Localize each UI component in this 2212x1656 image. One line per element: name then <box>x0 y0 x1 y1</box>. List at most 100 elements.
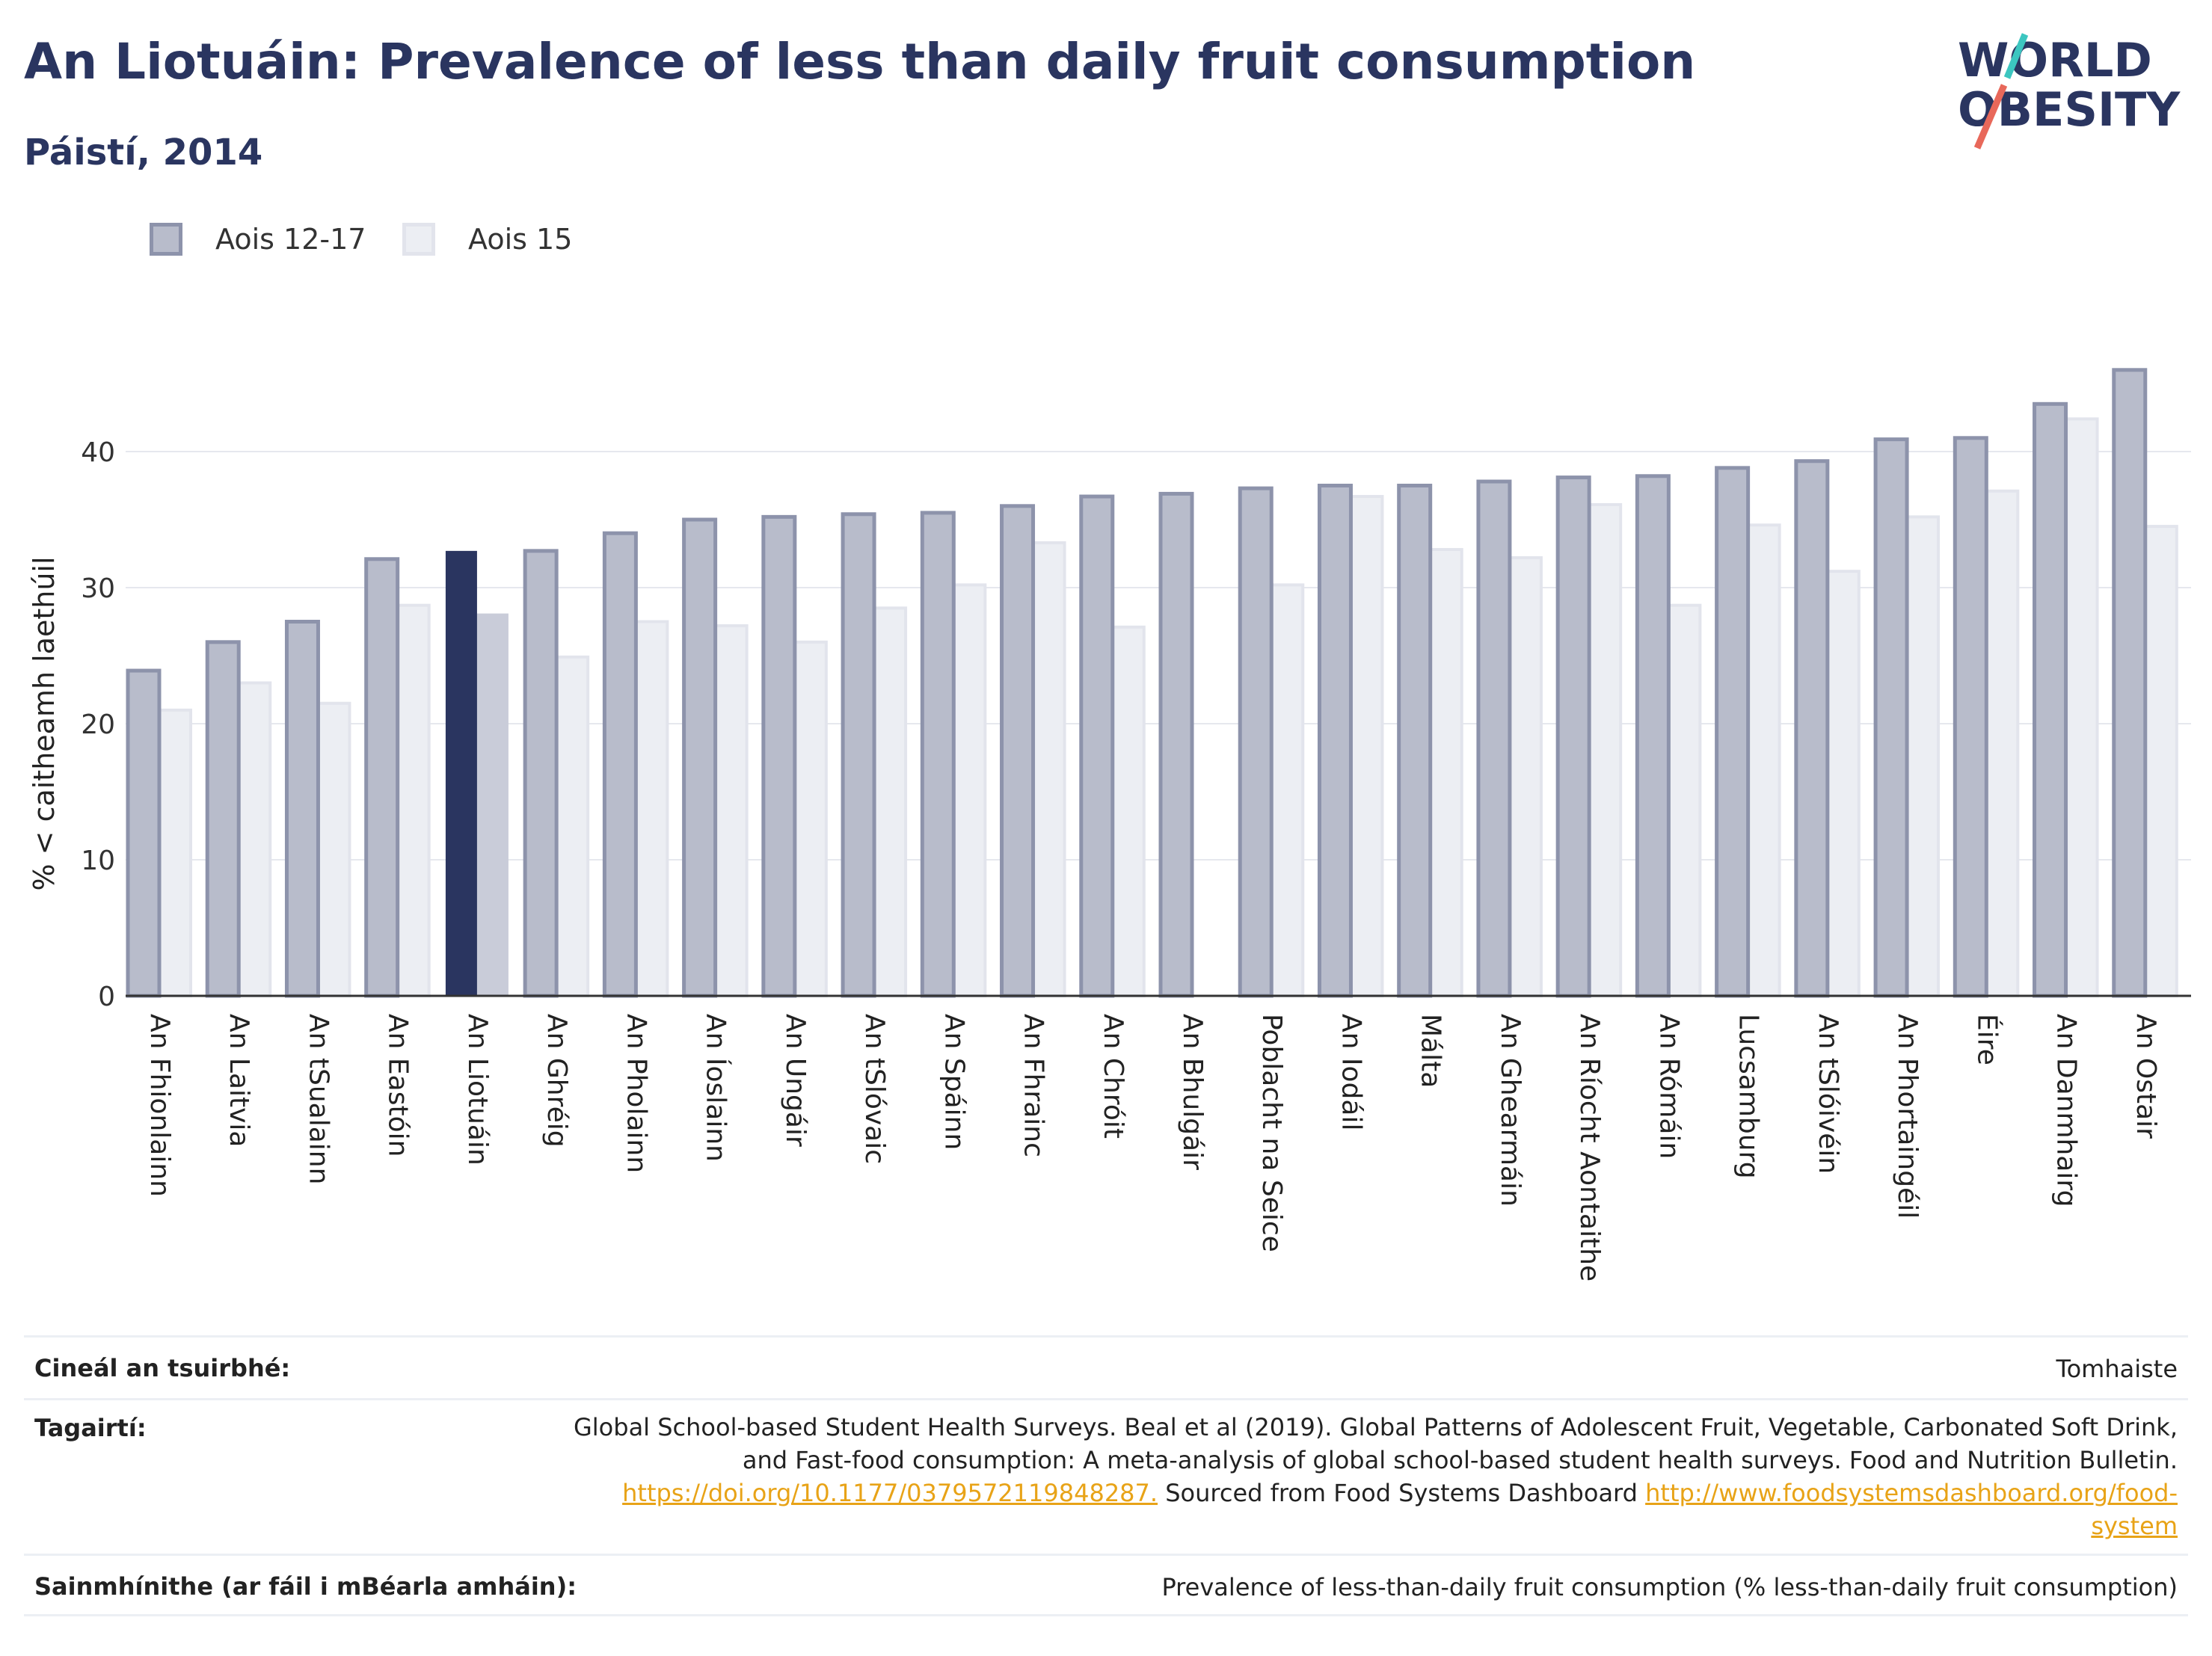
y-tick-label: 30 <box>81 573 115 604</box>
bar-aois-12-17 <box>682 517 718 998</box>
x-tick-label: An Eastóin <box>383 1014 414 1157</box>
bar-aois-15 <box>1905 515 1941 997</box>
x-tick-label: An Íoslainn <box>701 1014 732 1162</box>
survey-type-value: Tomhaiste <box>2056 1355 2178 1383</box>
references-mid: Sourced from Food Systems Dashboard <box>1158 1479 1646 1507</box>
bar-aois-12-17 <box>1397 484 1433 998</box>
bar-aois-15 <box>2143 525 2178 998</box>
x-tick-label: An tSlóivéin <box>1813 1014 1843 1174</box>
x-tick-label: An Danmhairg <box>2051 1014 2082 1207</box>
x-tick-label: An Liotuáin <box>462 1014 493 1166</box>
bar-aois-12-17 <box>602 531 638 998</box>
y-tick-label: 40 <box>81 437 115 468</box>
x-tick-label: An Pholainn <box>621 1014 651 1173</box>
references-key: Tagairtí: <box>34 1414 147 1442</box>
x-tick-label: An Fhrainc <box>1019 1014 1049 1157</box>
bar-aois-12-17 <box>523 549 559 998</box>
meta-row-survey-type: Cineál an tsuirbhé: Tomhaiste <box>24 1335 2188 1398</box>
bar-aois-12-17 <box>126 668 162 998</box>
y-tick-label: 10 <box>81 846 115 876</box>
bar-aois-15 <box>873 606 908 997</box>
legend-label-aois-15: Aois 15 <box>468 223 573 256</box>
bar-aois-12-17 <box>2112 368 2148 998</box>
bar-aois-15 <box>1667 603 1702 998</box>
x-tick-label: An Ghearmáin <box>1495 1014 1526 1207</box>
definitions-key: Sainmhínithe (ar fáil i mBéarla amháin): <box>34 1572 577 1601</box>
x-tick-label: An Laitvia <box>224 1014 254 1148</box>
legend-item-aois-15[interactable]: Aois 15 <box>402 223 572 256</box>
bar-aois-12-17 <box>1317 484 1353 998</box>
bar-aois-12-17 <box>1476 479 1512 998</box>
bar-aois-15 <box>1270 583 1305 997</box>
bar-aois-12-17 <box>1238 486 1274 998</box>
x-tick-label: An Ungáir <box>780 1014 811 1147</box>
logo-line1: WORLD <box>1958 33 2152 87</box>
bar-aois-15 <box>1110 625 1146 997</box>
x-tick-label: An Phortaingéil <box>1892 1014 1923 1219</box>
bar-aois-12-17 <box>284 620 320 998</box>
bar-aois-15 <box>952 583 987 997</box>
bar-aois-15 <box>158 708 192 997</box>
bar-aois-15 <box>1588 502 1623 998</box>
bar-aois-15 <box>555 655 590 997</box>
bar-aois-12-17 <box>205 640 241 998</box>
bar-aois-15 <box>1746 523 1781 997</box>
y-tick-label: 0 <box>98 982 115 1012</box>
bar-aois-15 <box>634 620 669 997</box>
legend-swatch-aois-15 <box>402 223 435 256</box>
x-tick-label: An Ghréig <box>541 1014 572 1148</box>
bar-aois-12-17 <box>1635 474 1671 998</box>
x-tick-label: An tSualainn <box>303 1014 334 1184</box>
x-tick-label: Málta <box>1416 1014 1446 1088</box>
bar-aois-12-17 <box>1158 491 1194 998</box>
survey-type-key: Cineál an tsuirbhé: <box>34 1354 291 1382</box>
bar-aois-12-17 <box>364 557 400 998</box>
references-line3: https://doi.org/10.1177/0379572119848287… <box>574 1477 2178 1509</box>
bar-aois-12-17 <box>920 511 956 998</box>
metadata-table: Cineál an tsuirbhé: Tomhaiste Tagairtí: … <box>24 1335 2188 1616</box>
bar-aois-15 <box>1985 489 2020 997</box>
x-tick-label: An Chróit <box>1098 1014 1128 1139</box>
bar-aois-12-17 <box>841 512 876 998</box>
references-line2: and Fast-food consumption: A meta-analys… <box>742 1446 2178 1474</box>
x-tick-label: An Ostair <box>2130 1014 2161 1139</box>
legend-label-aois-12-17: Aois 12-17 <box>215 223 366 256</box>
doi-link[interactable]: https://doi.org/10.1177/0379572119848287… <box>622 1479 1158 1507</box>
bar-aois-12-17 <box>1079 494 1115 998</box>
y-tick-label: 20 <box>81 710 115 740</box>
x-tick-label: Éire <box>1971 1014 2003 1065</box>
x-tick-label: Lucsamburg <box>1733 1014 1764 1179</box>
bar-aois-15 <box>396 603 431 998</box>
chart-subtitle: Páistí, 2014 <box>24 132 263 173</box>
x-tick-label: An Spáinn <box>938 1014 969 1150</box>
bar-aois-12-17 <box>1873 437 1909 998</box>
x-tick-label: An Ríocht Aontaithe <box>1574 1014 1605 1281</box>
y-axis-label: % < caitheamh laethúil <box>28 556 61 890</box>
bar-aois-15 <box>237 681 272 998</box>
dashboard-link-part2[interactable]: system <box>2091 1512 2178 1540</box>
x-tick-label: An Fhionlainn <box>144 1014 175 1197</box>
bar-aois-12-17 <box>2033 401 2068 998</box>
references-line1: Global School-based Student Health Surve… <box>573 1413 2178 1441</box>
bar-aois-15 <box>2064 417 2099 997</box>
bar-aois-12-17 <box>445 550 477 996</box>
legend-swatch-aois-12-17 <box>150 223 182 256</box>
bar-aois-15 <box>476 613 509 996</box>
bar-aois-15 <box>793 640 828 997</box>
chart-title: An Liotuáin: Prevalence of less than dai… <box>24 33 1696 90</box>
logo-slash-teal <box>2003 33 2029 79</box>
x-tick-label: An tSlóvaic <box>859 1014 890 1164</box>
bar-aois-15 <box>1349 495 1384 997</box>
bar-aois-12-17 <box>1953 436 1988 998</box>
bar-aois-15 <box>316 701 351 997</box>
dashboard-link-part1[interactable]: http://www.foodsystemsdashboard.org/food… <box>1645 1479 2178 1507</box>
legend-item-aois-12-17[interactable]: Aois 12-17 <box>150 223 366 256</box>
bar-aois-15 <box>1825 570 1861 998</box>
bar-aois-12-17 <box>1555 475 1591 998</box>
bar-aois-12-17 <box>1715 466 1751 998</box>
world-obesity-logo: WORLD OBESITY <box>1958 33 2181 150</box>
x-tick-label: An Iodáil <box>1336 1014 1366 1130</box>
x-tick-label: An Bhulgáir <box>1177 1014 1208 1170</box>
bar-aois-15 <box>713 624 749 997</box>
bar-aois-15 <box>1508 555 1543 997</box>
